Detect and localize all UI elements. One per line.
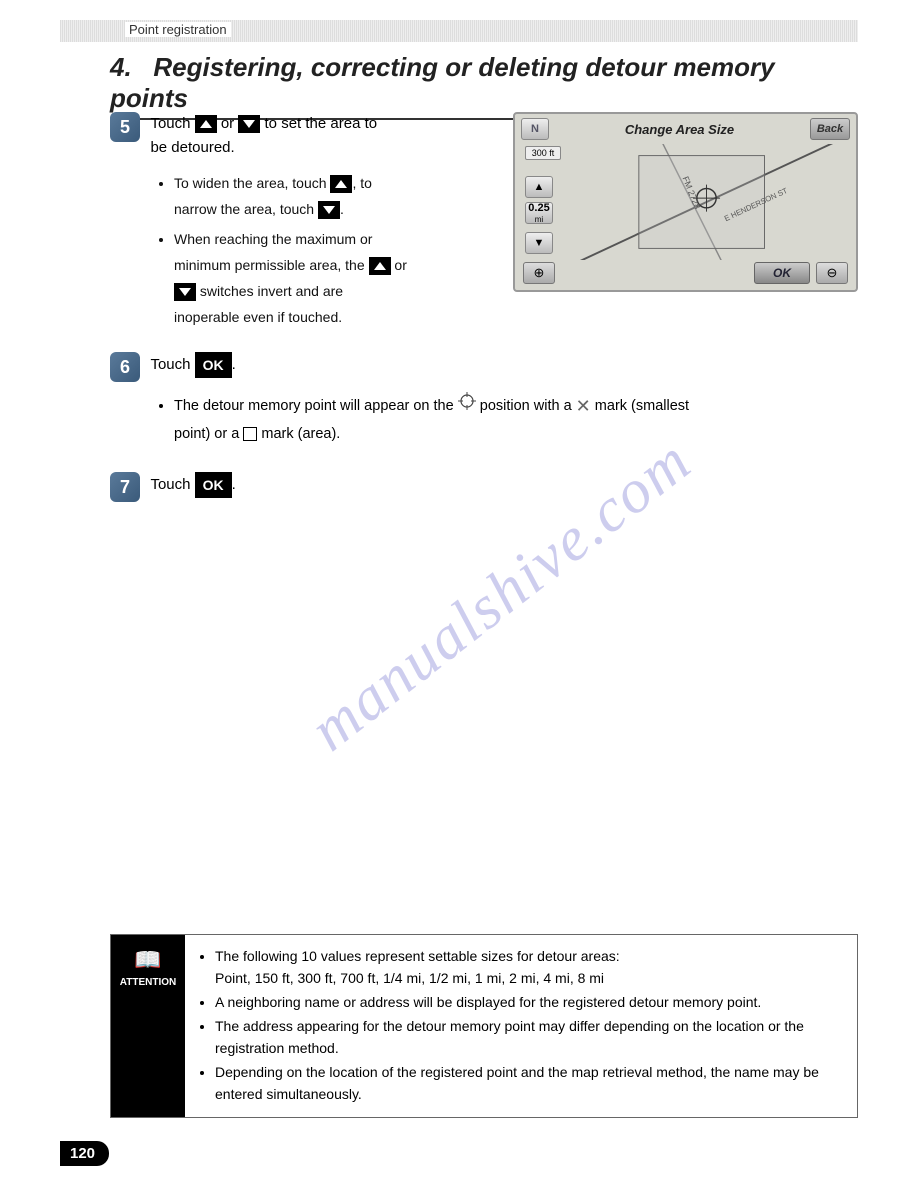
step-6-bullets: The detour memory point will appear on t… xyxy=(156,392,850,448)
nav-screen: N Change Area Size Back 300 ft ▲ 0.25 mi… xyxy=(513,112,858,292)
page-number: 120 xyxy=(60,1141,109,1166)
b1c: narrow the area, touch xyxy=(174,201,318,217)
b2c: or xyxy=(394,257,406,273)
back-button[interactable]: Back xyxy=(810,118,850,140)
step-6: 6 Touch OK. xyxy=(110,352,850,382)
zoom-out-button[interactable]: ⊖ xyxy=(816,262,848,284)
screen-topbar: N Change Area Size Back xyxy=(521,118,850,140)
step-5-text: Touch or to set the area to be detoured. xyxy=(150,112,460,160)
book-icon: 📖 xyxy=(111,947,185,973)
b1a: To widen the area, touch xyxy=(174,175,330,191)
square-mark-icon xyxy=(243,427,257,441)
s6a: The detour memory point will appear on t… xyxy=(174,398,458,414)
b2a: When reaching the maximum or xyxy=(174,231,372,247)
area-up-button[interactable]: ▲ xyxy=(525,176,553,198)
b2b: minimum permissible area, the xyxy=(174,257,369,273)
ok-button-icon: OK xyxy=(195,352,232,378)
step-6-badge: 6 xyxy=(110,352,140,382)
step-7-badge: 7 xyxy=(110,472,140,502)
step-7-text: Touch OK. xyxy=(150,472,235,498)
down-arrow-icon xyxy=(174,283,196,301)
attention-item-2: A neighboring name or address will be di… xyxy=(215,991,843,1013)
step-5-bullet-1: To widen the area, touch , to narrow the… xyxy=(174,170,476,222)
ok-button-icon: OK xyxy=(195,472,232,498)
step-5-badge: 5 xyxy=(110,112,140,142)
x-mark-icon: ✕ xyxy=(576,392,591,420)
s6b: position with a xyxy=(480,398,576,414)
step-6-text: Touch OK. xyxy=(150,352,235,378)
dist-val: 0.25 xyxy=(526,203,552,214)
breadcrumb: Point registration xyxy=(125,22,231,37)
step-6-bullet-1: The detour memory point will appear on t… xyxy=(174,392,850,448)
s7t: Touch xyxy=(150,476,194,493)
section-text: Registering, correcting or deleting deto… xyxy=(110,52,775,113)
zoom-in-button[interactable]: ⊕ xyxy=(523,262,555,284)
dist-unit: mi xyxy=(526,214,552,225)
b1d: . xyxy=(340,201,344,217)
section-number: 4. xyxy=(110,52,132,82)
up-arrow-icon xyxy=(330,175,352,193)
area-down-button[interactable]: ▼ xyxy=(525,232,553,254)
attention-item-3: The address appearing for the detour mem… xyxy=(215,1015,843,1059)
scale-indicator: 300 ft xyxy=(525,146,561,160)
s6e: mark (area). xyxy=(261,426,340,442)
screen-bottom-bar: ⊕ OK ⊖ xyxy=(523,262,848,284)
map-area: FM 2728 E HENDERSON ST xyxy=(565,144,848,260)
s6d: . xyxy=(232,356,236,373)
distance-label: 0.25 mi xyxy=(525,202,553,224)
crosshair-icon xyxy=(458,392,476,420)
step-5-bullet-2: When reaching the maximum or minimum per… xyxy=(174,226,476,330)
b2e: inoperable even if touched. xyxy=(174,309,342,325)
attention-item-1: The following 10 values represent settab… xyxy=(215,945,843,989)
step-5-part-b: or xyxy=(221,115,239,132)
section-title: 4. Registering, correcting or deleting d… xyxy=(110,52,858,120)
b2d: switches invert and are xyxy=(200,283,343,299)
north-button[interactable]: N xyxy=(521,118,549,140)
down-arrow-icon xyxy=(318,201,340,219)
s6d2: point) or a xyxy=(174,426,243,442)
up-arrow-icon xyxy=(195,115,217,133)
attention-box: 📖 ATTENTION The following 10 values repr… xyxy=(110,934,858,1118)
step-7: 7 Touch OK. xyxy=(110,472,850,502)
screen-title: Change Area Size xyxy=(555,122,804,137)
down-arrow-icon xyxy=(238,115,260,133)
b1b: , to xyxy=(352,175,371,191)
attention-label-text: ATTENTION xyxy=(120,977,176,988)
step-5-bullets: To widen the area, touch , to narrow the… xyxy=(156,170,476,330)
step-5-part-c: to set the area to xyxy=(265,115,378,132)
attention-list: The following 10 values represent settab… xyxy=(185,935,857,1117)
s6t: Touch xyxy=(150,356,194,373)
s7d: . xyxy=(232,476,236,493)
screen-ok-button[interactable]: OK xyxy=(754,262,810,284)
step-5-line2: be detoured. xyxy=(150,139,234,156)
attention-label: 📖 ATTENTION xyxy=(111,935,185,1117)
up-arrow-icon xyxy=(369,257,391,275)
s6c: mark (smallest xyxy=(595,398,689,414)
attention-item-4: Depending on the location of the registe… xyxy=(215,1061,843,1105)
step-5-part-a: Touch xyxy=(150,115,194,132)
